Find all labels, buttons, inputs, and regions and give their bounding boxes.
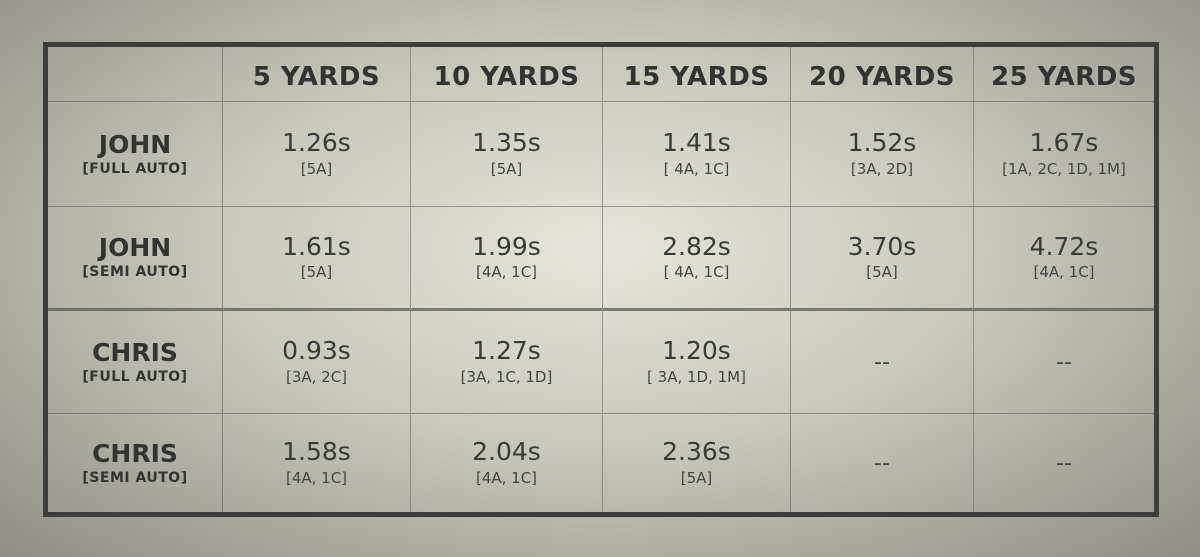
table-cell: 1.61s [5A] (223, 207, 411, 311)
time-value: 1.52s (847, 128, 917, 158)
header-5-yards: 5 YARDS (223, 47, 411, 102)
hits-value: [ 4A, 1C] (663, 159, 730, 178)
time-value: 1.41s (662, 128, 731, 158)
empty-cell: -- (791, 414, 974, 512)
hits-value: [4A, 1C] (475, 263, 538, 282)
hits-value: [5A] (680, 468, 713, 487)
hits-value: [4A, 1C] (1033, 263, 1095, 282)
header-15-yards: 15 YARDS (603, 47, 791, 102)
column-header: 5 YARDS (252, 62, 381, 92)
hits-value: [1A, 2C, 1D, 1M] (1002, 159, 1126, 178)
column-header: 10 YARDS (433, 62, 580, 92)
table-cell: 1.26s [5A] (223, 102, 411, 207)
hits-value: [5A] (490, 159, 523, 178)
hits-value: [3A, 2C] (285, 367, 348, 386)
time-value: 1.27s (472, 336, 541, 366)
table-cell: 1.67s [1A, 2C, 1D, 1M] (974, 102, 1154, 207)
hits-value: [5A] (866, 263, 898, 282)
hits-value: [ 3A, 1D, 1M] (647, 367, 746, 386)
table-cell: 3.70s [5A] (791, 207, 974, 311)
time-value: 1.58s (282, 437, 351, 467)
table-cell: 4.72s [4A, 1C] (974, 207, 1154, 311)
table-cell: 1.27s [3A, 1C, 1D] (411, 311, 603, 414)
row-label-cell: JOHN [SEMI AUTO] (48, 207, 223, 311)
table-cell: 1.52s [3A, 2D] (791, 102, 974, 207)
shooter-name: JOHN (98, 129, 172, 159)
hits-value: [5A] (300, 159, 333, 178)
table-cell: 2.04s [4A, 1C] (411, 414, 603, 512)
table-cell: 1.20s[ 3A, 1D, 1M] (603, 311, 791, 414)
table-cell: 2.36s [5A] (603, 414, 791, 512)
table-cell: 0.93s [3A, 2C] (223, 311, 411, 414)
empty-cell: -- (974, 414, 1154, 512)
header-corner-cell (48, 47, 223, 102)
empty-cell: -- (791, 311, 974, 414)
time-value: 0.93s (282, 336, 351, 366)
hits-value: [4A, 1C] (475, 468, 538, 487)
time-value: 3.70s (847, 231, 917, 261)
fire-mode: [SEMI AUTO] (82, 264, 188, 280)
fire-mode: [SEMI AUTO] (82, 469, 188, 486)
fire-mode: [FULL AUTO] (82, 368, 188, 385)
time-value: 1.99s (472, 231, 541, 261)
table-grid: 5 YARDS 10 YARDS 15 YARDS 20 YARDS 25 YA… (48, 47, 1154, 512)
time-value: 2.82s (662, 231, 731, 261)
time-value: 2.04s (472, 437, 541, 467)
hits-value: [4A, 1C] (285, 468, 348, 487)
shooter-name: CHRIS (92, 337, 178, 367)
shooter-name: JOHN (98, 233, 172, 262)
no-data-dash: -- (874, 450, 890, 476)
table-cell: 2.82s [ 4A, 1C] (603, 207, 791, 311)
empty-cell: -- (974, 311, 1154, 414)
hits-value: [ 4A, 1C] (663, 263, 730, 282)
header-20-yards: 20 YARDS (791, 47, 974, 102)
table-cell: 1.58s [4A, 1C] (223, 414, 411, 512)
no-data-dash: -- (874, 349, 890, 375)
row-label-cell: JOHN [FULL AUTO] (48, 102, 223, 207)
time-value: 1.20s (662, 336, 731, 366)
no-data-dash: -- (1056, 450, 1072, 476)
row-label-cell: CHRIS [FULL AUTO] (48, 311, 223, 414)
time-value: 2.36s (662, 437, 731, 467)
time-value: 1.35s (472, 128, 541, 158)
column-header: 25 YARDS (990, 62, 1138, 92)
row-label-cell: CHRIS [SEMI AUTO] (48, 414, 223, 512)
column-header: 15 YARDS (623, 62, 770, 92)
table-cell: 1.99s [4A, 1C] (411, 207, 603, 311)
fire-mode: [FULL AUTO] (82, 160, 188, 177)
hits-value: [3A, 2D] (850, 159, 914, 178)
time-value: 4.72s (1029, 231, 1099, 261)
header-10-yards: 10 YARDS (411, 47, 603, 102)
header-25-yards: 25 YARDS (974, 47, 1154, 102)
shooter-name: CHRIS (92, 438, 178, 468)
time-value: 1.67s (1029, 128, 1099, 158)
no-data-dash: -- (1056, 349, 1072, 375)
table-cell: 1.35s [5A] (411, 102, 603, 207)
time-value: 1.26s (282, 128, 351, 158)
table-cell: 1.41s[ 4A, 1C] (603, 102, 791, 207)
hits-value: [3A, 1C, 1D] (460, 367, 553, 386)
column-header: 20 YARDS (808, 62, 956, 92)
hits-value: [5A] (300, 263, 333, 282)
results-table: 5 YARDS 10 YARDS 15 YARDS 20 YARDS 25 YA… (43, 42, 1159, 517)
time-value: 1.61s (282, 231, 351, 261)
